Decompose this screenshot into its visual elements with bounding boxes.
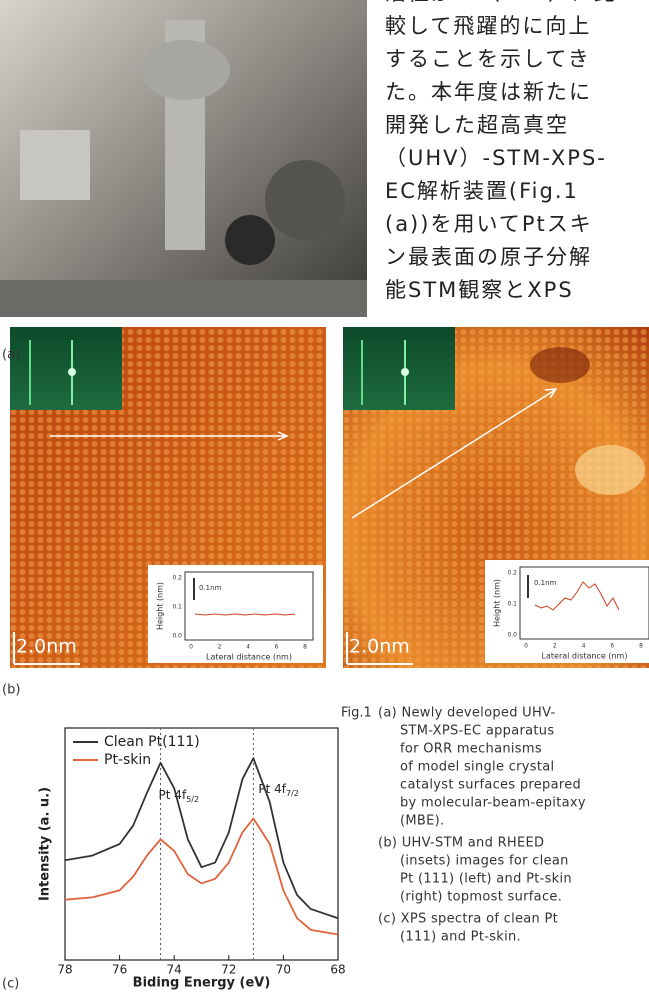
- caption-line: (right) topmost surface.: [400, 890, 562, 905]
- inset-scale-label: 0.1nm: [199, 584, 222, 592]
- inset-x-tick-label: 0: [189, 644, 193, 651]
- x-axis-label: Biding Energy (eV): [133, 976, 271, 991]
- document: 活性がPt（111）に比較して飛躍的に向上することを示してきた。本年度は新たに開…: [0, 0, 649, 992]
- inset-y-tick-label: 0.2: [507, 570, 517, 577]
- body-text-line: 能STM観察とXPS: [385, 278, 574, 302]
- inset-y-tick-label: 0.0: [172, 633, 182, 640]
- x-tick-label: 76: [112, 963, 127, 977]
- legend-label: Clean Pt(111): [104, 734, 200, 750]
- caption-line: of model single crystal: [400, 760, 554, 775]
- inset-y-tick-label: 0.1: [507, 601, 517, 608]
- caption-figure-number: Fig.1: [341, 706, 372, 721]
- caption-line: (c) XPS spectra of clean Pt: [378, 912, 558, 927]
- body-text-line: （UHV）-STM-XPS-: [385, 146, 607, 170]
- peak-annotation-sub: 5/2: [186, 795, 199, 804]
- inset-x-tick-label: 2: [218, 644, 222, 651]
- inset-x-label: Lateral distance (nm): [206, 653, 292, 662]
- caption-line: STM-XPS-EC apparatus: [400, 724, 554, 739]
- figure-label: (b): [2, 683, 20, 698]
- caption-line: (b) UHV-STM and RHEED: [378, 836, 544, 851]
- inset-y-tick-label: 0.1: [172, 604, 182, 611]
- inset-x-label: Lateral distance (nm): [542, 652, 628, 661]
- caption-line: for ORR mechanisms: [400, 742, 542, 757]
- x-tick-label: 72: [221, 963, 236, 977]
- caption-line: by molecular-beam-epitaxy: [400, 796, 586, 811]
- peak-annotation-sub: 7/2: [286, 789, 299, 798]
- inset-y-label: Height (nm): [493, 579, 502, 627]
- body-text-line: 較して飛躍的に向上: [385, 14, 591, 38]
- caption-line: catalyst surfaces prepared: [400, 778, 581, 793]
- x-tick-label: 78: [57, 963, 72, 977]
- inset-x-tick-label: 6: [275, 644, 279, 651]
- inset-x-tick-label: 8: [639, 643, 643, 650]
- stm-image-left: [10, 327, 326, 668]
- inset-x-tick-label: 6: [610, 643, 614, 650]
- caption-line: Pt (111) (left) and Pt-skin: [400, 872, 572, 887]
- caption-line: (111) and Pt-skin.: [400, 930, 521, 945]
- body-text-line: ン最表面の原子分解: [385, 245, 592, 269]
- caption-line: (MBE).: [400, 814, 444, 829]
- apparatus-photo: [0, 0, 367, 317]
- peak-annotation-text: Pt 4f: [159, 788, 187, 802]
- body-text-line: 開発した超高真空: [385, 113, 569, 137]
- page: 活性がPt（111）に比較して飛躍的に向上することを示してきた。本年度は新たに開…: [0, 0, 649, 992]
- x-tick-label: 74: [167, 963, 182, 977]
- caption-line: (a) Newly developed UHV-: [378, 706, 556, 721]
- inset-x-tick-label: 8: [303, 644, 307, 651]
- inset-y-tick-label: 0.2: [172, 575, 182, 582]
- y-axis-label: Intensity (a. u.): [38, 787, 53, 901]
- body-text-line: 活性がPt（111）に比: [385, 0, 617, 5]
- peak-annotation: Pt 4f5/2: [159, 788, 200, 804]
- legend-label: Pt-skin: [104, 752, 151, 768]
- body-text-line: た。本年度は新たに: [385, 80, 592, 104]
- scale-bar-label: 2.0nm: [16, 636, 77, 658]
- body-text-line: EC解析装置(Fig.1: [385, 179, 579, 203]
- inset-y-tick-label: 0.0: [507, 632, 517, 639]
- x-tick-label: 68: [330, 963, 345, 977]
- body-text-line: (a))を用いてPtスキ: [385, 212, 593, 236]
- figure-label: (a): [2, 348, 20, 363]
- inset-x-tick-label: 4: [246, 644, 250, 651]
- spectrum-line: [65, 818, 338, 934]
- body-text-line: することを示してき: [385, 47, 591, 71]
- inset-x-tick-label: 2: [553, 643, 557, 650]
- figure-label: (c): [2, 977, 19, 992]
- inset-scale-label: 0.1nm: [534, 579, 557, 587]
- inset-x-tick-label: 4: [582, 643, 586, 650]
- inset-x-tick-label: 0: [524, 643, 528, 650]
- x-tick-label: 70: [276, 963, 291, 977]
- scale-bar-label: 2.0nm: [349, 636, 410, 658]
- caption-line: (insets) images for clean: [400, 854, 569, 869]
- inset-y-label: Height (nm): [156, 582, 165, 630]
